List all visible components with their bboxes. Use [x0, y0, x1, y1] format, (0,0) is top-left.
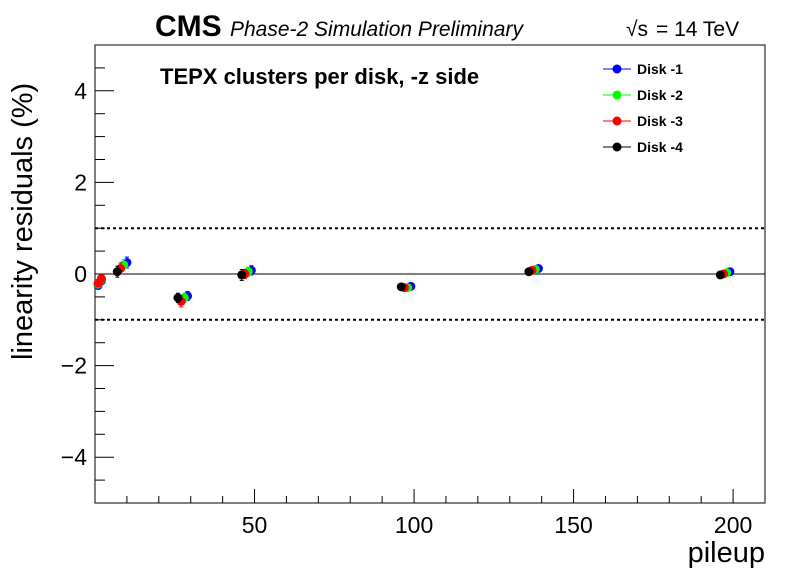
x-tick-label: 200: [714, 512, 752, 538]
y-tick-label: 2: [74, 169, 87, 195]
plot-annotation: TEPX clusters per disk, -z side: [160, 64, 479, 89]
data-point: [396, 282, 406, 292]
data-point: [96, 274, 106, 284]
legend: Disk -1 Disk -2 Disk -3 Disk -4: [603, 61, 683, 155]
legend-label: Disk -4: [637, 139, 683, 155]
energy-label: = 14 TeV: [656, 18, 739, 41]
legend-marker: [612, 64, 622, 74]
x-tick-label: 100: [395, 512, 433, 538]
legend-marker: [612, 142, 622, 152]
data-point: [237, 270, 247, 280]
y-tick-label: 0: [74, 261, 87, 287]
x-tick-label: 150: [554, 512, 592, 538]
legend-marker: [612, 90, 622, 100]
legend-item: Disk -3: [603, 113, 683, 129]
legend-item: Disk -1: [603, 61, 683, 77]
y-tick-label: −2: [61, 353, 87, 379]
legend-label: Disk -1: [637, 61, 683, 77]
y-axis-ticks: −4 −2 0 2 4: [61, 44, 114, 504]
data-point: [524, 267, 534, 277]
cms-label: CMS: [155, 10, 222, 43]
reference-lines: [95, 227, 765, 321]
preliminary-label: Phase-2 Simulation Preliminary: [230, 18, 524, 41]
x-axis-title: pileup: [688, 537, 765, 569]
series-disk-1: [93, 256, 735, 302]
legend-marker: [612, 116, 622, 126]
x-tick-label: 50: [242, 512, 268, 538]
legend-label: Disk -3: [637, 113, 683, 129]
sqrt-s-symbol: √s: [626, 18, 648, 41]
y-tick-label: −4: [61, 444, 87, 470]
legend-label: Disk -2: [637, 87, 683, 103]
y-axis-title: linearity residuals (%): [7, 83, 39, 360]
legend-item: Disk -2: [603, 87, 683, 103]
legend-item: Disk -4: [603, 139, 683, 155]
data-series: [93, 256, 735, 308]
data-point: [173, 293, 183, 303]
series-disk-4: [112, 265, 725, 303]
data-point: [112, 267, 122, 277]
data-point: [715, 270, 725, 280]
x-axis-ticks: 50 100 150 200: [126, 489, 766, 538]
y-tick-label: 4: [74, 78, 87, 104]
